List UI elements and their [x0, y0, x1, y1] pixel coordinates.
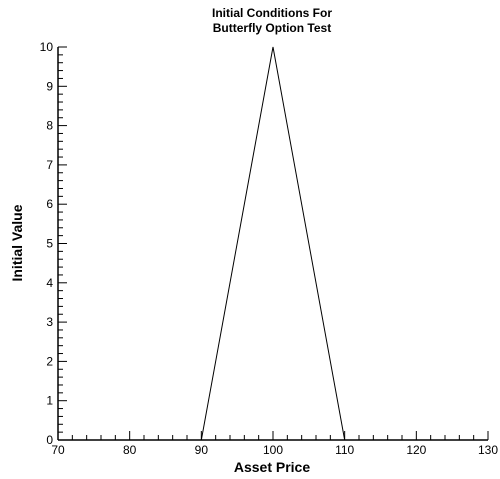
x-axis-label: Asset Price [234, 459, 310, 474]
y-tick-label: 1 [46, 394, 53, 408]
x-tick-label: 90 [195, 443, 209, 457]
y-tick-label: 3 [46, 315, 53, 329]
y-tick-label: 4 [46, 276, 53, 290]
chart-title-line-1: Initial Conditions For [212, 6, 332, 20]
y-tick-label: 2 [46, 354, 53, 368]
x-tick-label: 130 [478, 443, 498, 457]
x-tick-label: 120 [406, 443, 426, 457]
ticks [57, 46, 489, 441]
x-tick-label: 80 [123, 443, 137, 457]
y-tick-label: 9 [46, 79, 53, 93]
tick-labels: 70 80 90 100 110 120 130 0 1 2 3 4 5 6 7 8 9 10 [40, 40, 499, 457]
x-tick-label: 70 [51, 443, 65, 457]
series-line [58, 46, 488, 441]
y-tick-label: 8 [46, 119, 53, 133]
x-tick-label: 100 [263, 443, 283, 457]
axes [57, 47, 488, 441]
y-tick-label: 0 [46, 433, 53, 447]
y-tick-label: 7 [46, 158, 53, 172]
x-tick-label: 110 [335, 443, 354, 457]
y-tick-label: 5 [46, 237, 53, 251]
y-tick-label: 6 [46, 197, 53, 211]
series-lines [58, 46, 488, 441]
chart-title-line-2: Butterfly Option Test [213, 21, 331, 35]
y-axis-label: Initial Value [9, 204, 25, 281]
y-tick-label: 10 [40, 40, 54, 54]
